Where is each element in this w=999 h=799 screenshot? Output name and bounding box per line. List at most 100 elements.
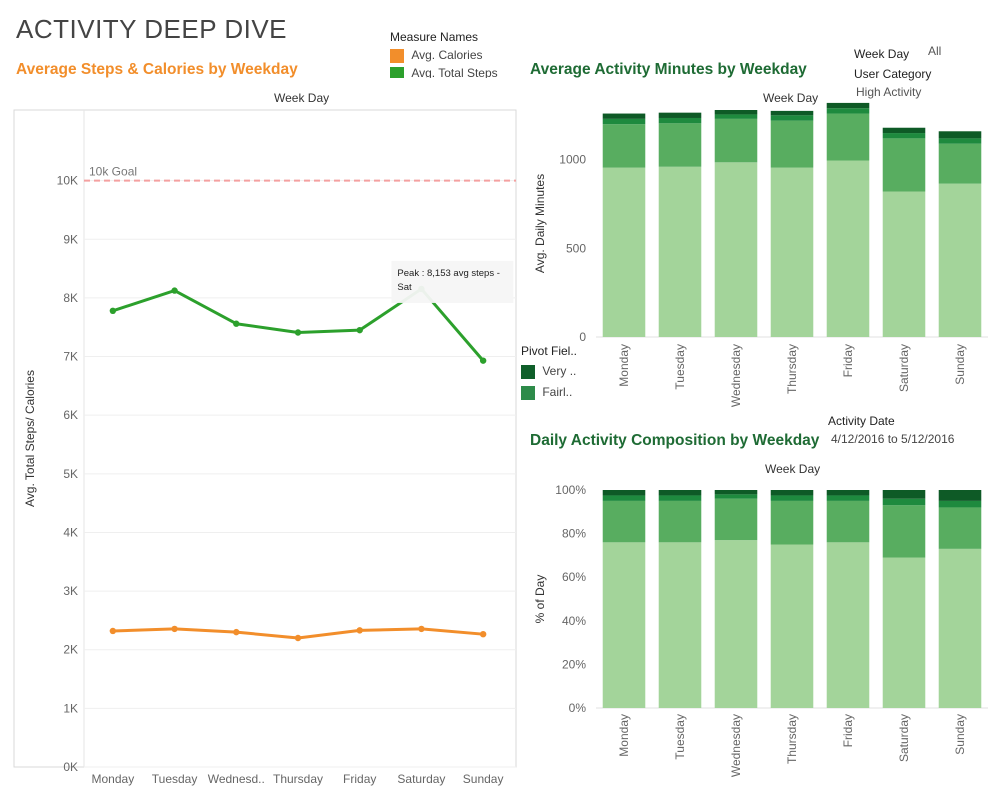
activity-minutes-chart-title: Average Activity Minutes by Weekday (530, 61, 807, 78)
activity-composition-chart-title: Daily Activity Composition by Weekday (530, 432, 820, 449)
x-tick-label: Saturday (397, 772, 445, 786)
bar-segment (770, 495, 814, 501)
calories-point (356, 627, 363, 634)
x-tick-label: Monday (92, 772, 135, 786)
peak-annotation-line2: Sat (397, 282, 412, 293)
bar-segment (882, 490, 926, 499)
bar-segment (658, 166, 702, 337)
bar-segment (602, 167, 646, 337)
bar-segment (882, 127, 926, 134)
page-title: ACTIVITY DEEP DIVE (16, 14, 288, 44)
bar-segment (882, 557, 926, 708)
y-tick-label: 20% (562, 657, 586, 671)
pivot-legend-item-label: Very .. (542, 364, 577, 378)
x-tick-label: Tuesday (673, 714, 687, 760)
bar-segment (826, 542, 870, 708)
bar-segment (602, 542, 646, 708)
y-tick-label: 0% (569, 701, 587, 715)
bar-segment (714, 490, 758, 495)
legend-item-label: Avg. Total Steps (411, 65, 498, 78)
peak-annotation-box (391, 260, 514, 303)
x-tick-label: Tuesday (673, 344, 687, 390)
pivot-legend-item-label: Fairl.. (542, 384, 573, 399)
bar-segment (658, 495, 702, 501)
calories-point (233, 628, 240, 636)
legend-item-avg-calories[interactable]: Avg. Calories (390, 48, 505, 63)
bar-segment (938, 131, 982, 139)
x-tick-label: Sunday (463, 772, 504, 786)
calories-point (109, 627, 117, 635)
activity-minutes-bar-chart: 0 500 1000 Avg. Daily Minutes Monday Tuesday W… (533, 102, 988, 407)
plot-frame (13, 109, 517, 768)
y-tick-label: 0K (63, 760, 78, 774)
x-tick-label: Monday (617, 714, 631, 757)
calories-point (171, 625, 178, 633)
x-tick-label: Saturday (897, 714, 911, 762)
x-tick-label: Sunday (953, 714, 967, 755)
y-tick-label: 8K (63, 291, 78, 305)
x-tick-label: Thursday (785, 714, 799, 764)
pivot-field-legend: Pivot Fiel.. Very .. Fairl.. (521, 344, 577, 400)
bar-segment (938, 490, 982, 501)
y-tick-label: 10K (57, 174, 78, 188)
x-tick-label: Friday (841, 344, 855, 377)
bar-segment (770, 167, 814, 337)
legend-item-avg-total-steps[interactable]: Avg. Total Steps (390, 66, 505, 78)
y-tick-label: 60% (562, 570, 586, 584)
bar-segment (658, 542, 702, 708)
activity-date-filter-value[interactable]: 4/12/2016 to 5/12/2016 (831, 432, 955, 446)
bar-segment (714, 162, 758, 337)
y-axis-title: Avg. Daily Minutes (533, 174, 547, 273)
avg-calories-swatch (390, 48, 404, 63)
avg-total-steps-swatch (390, 66, 404, 78)
y-tick-label: 40% (562, 614, 586, 628)
bar-segment (714, 114, 758, 119)
bar-segment (826, 490, 870, 496)
bar-segment (938, 500, 982, 508)
x-tick-label: Friday (841, 714, 855, 747)
bar-segment (826, 108, 870, 114)
pivot-legend-item-very[interactable]: Very .. (521, 364, 577, 379)
measure-names-legend-title: Measure Names (390, 30, 479, 44)
bar-segment (770, 115, 814, 121)
user-category-filter-label: User Category (854, 67, 932, 81)
steps-point (356, 326, 363, 334)
y-axis-title: Avg. Total Steps/ Calories (23, 370, 37, 507)
steps-chart-week-day-header: Week Day (274, 91, 330, 105)
steps-calories-chart-title: Average Steps & Calories by Weekday (16, 61, 298, 78)
bar-segment (882, 505, 926, 558)
bar-segment (882, 133, 926, 139)
y-tick-label: 0 (579, 330, 586, 344)
bar-segment (938, 183, 982, 337)
steps-point (171, 287, 178, 294)
x-tick-label: Wednesd.. (208, 772, 265, 786)
pivot-legend-item-fairly[interactable]: Fairl.. (521, 385, 577, 400)
composition-chart-week-day-header: Week Day (765, 462, 821, 476)
calories-point (479, 630, 487, 638)
bar-segment (826, 495, 870, 501)
steps-point (109, 307, 117, 315)
bar-segment (658, 500, 702, 543)
x-tick-label: Tuesday (152, 772, 198, 786)
y-tick-label: 500 (566, 241, 586, 255)
y-tick-label: 5K (63, 467, 78, 481)
y-tick-label: 6K (63, 408, 78, 422)
fairly-active-swatch (521, 385, 535, 400)
bar-segment (826, 160, 870, 337)
steps-point (479, 357, 487, 364)
bar-segment (882, 191, 926, 337)
bar-segment (714, 118, 758, 163)
week-day-filter-value[interactable]: All (928, 44, 942, 58)
bar-segment (770, 120, 814, 168)
pivot-field-legend-title: Pivot Fiel.. (521, 344, 578, 358)
bar-segment (658, 490, 702, 496)
y-tick-label: 4K (63, 525, 78, 539)
bar-segment (602, 500, 646, 543)
x-tick-label: Sunday (953, 344, 967, 385)
bar-segment (602, 124, 646, 168)
steps-point (294, 329, 302, 336)
week-day-filter-label: Week Day (854, 47, 910, 61)
y-tick-label: 2K (63, 643, 78, 657)
user-category-filter-value[interactable]: High Activity (856, 85, 922, 99)
bar-segment (882, 138, 926, 192)
